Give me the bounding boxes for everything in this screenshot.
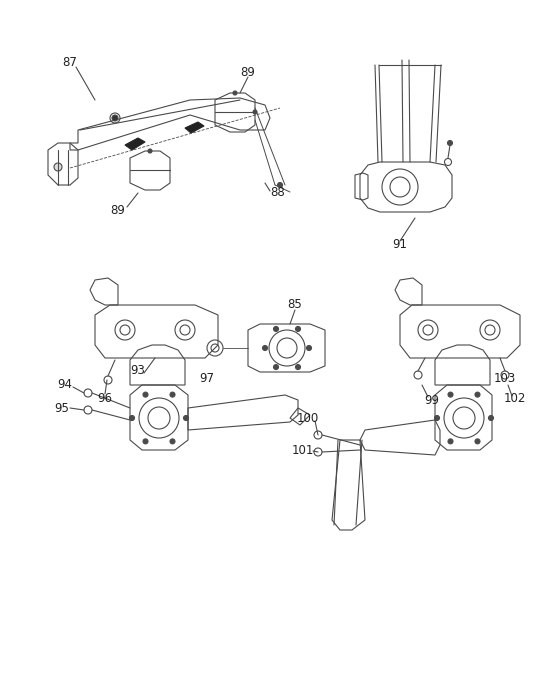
Polygon shape	[185, 122, 204, 133]
Text: 85: 85	[288, 299, 302, 312]
Circle shape	[475, 439, 480, 444]
Text: 102: 102	[504, 392, 526, 405]
Circle shape	[448, 439, 453, 444]
Circle shape	[295, 327, 301, 331]
Text: 91: 91	[392, 238, 408, 251]
Circle shape	[54, 163, 62, 171]
Circle shape	[170, 392, 175, 397]
Circle shape	[448, 392, 453, 397]
Text: 103: 103	[494, 371, 516, 384]
Circle shape	[278, 183, 282, 187]
Circle shape	[233, 91, 237, 95]
Text: 87: 87	[62, 56, 77, 69]
Circle shape	[183, 416, 189, 420]
Polygon shape	[125, 138, 145, 150]
Circle shape	[130, 416, 134, 420]
Text: 94: 94	[58, 378, 72, 392]
Text: 101: 101	[292, 445, 314, 458]
Circle shape	[448, 141, 453, 145]
Text: 99: 99	[424, 394, 440, 407]
Circle shape	[143, 392, 148, 397]
Circle shape	[253, 110, 257, 114]
Text: 96: 96	[98, 392, 112, 405]
Circle shape	[112, 115, 118, 121]
Text: 93: 93	[131, 363, 146, 376]
Circle shape	[262, 346, 268, 350]
Circle shape	[434, 416, 440, 420]
Circle shape	[148, 149, 152, 153]
Text: 88: 88	[271, 185, 285, 198]
Circle shape	[170, 439, 175, 444]
Circle shape	[273, 365, 279, 369]
Circle shape	[306, 346, 311, 350]
Text: 97: 97	[199, 371, 214, 384]
Text: 89: 89	[110, 204, 125, 217]
Text: 100: 100	[297, 411, 319, 424]
Circle shape	[295, 365, 301, 369]
Text: 89: 89	[240, 65, 255, 79]
Circle shape	[489, 416, 494, 420]
Text: 95: 95	[54, 401, 69, 414]
Circle shape	[273, 327, 279, 331]
Circle shape	[143, 439, 148, 444]
Circle shape	[475, 392, 480, 397]
